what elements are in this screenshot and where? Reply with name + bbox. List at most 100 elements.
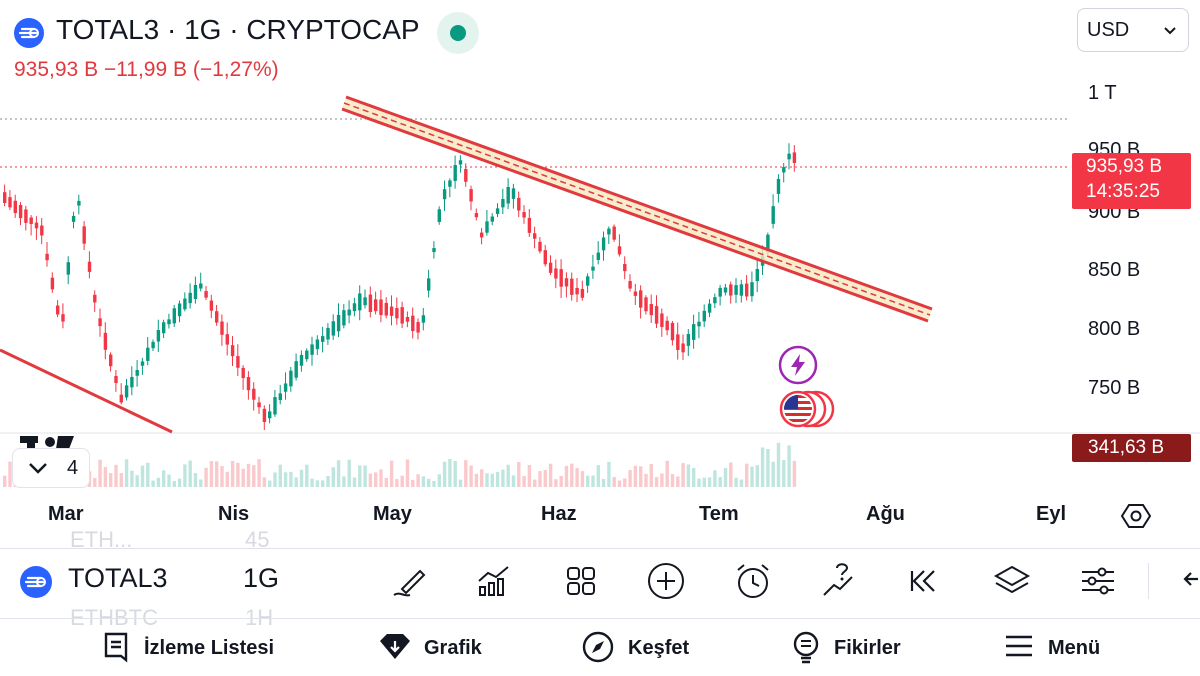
- candle-body: [342, 310, 346, 326]
- chart-area[interactable]: 4: [0, 0, 1200, 540]
- price-change-line: 935,93 B −11,99 B (−1,27%): [14, 58, 279, 81]
- layout-button[interactable]: [561, 561, 601, 601]
- candle-body: [379, 299, 383, 316]
- volume-bar: [591, 475, 595, 487]
- candle-body: [114, 375, 118, 383]
- price-chart[interactable]: [0, 0, 1200, 540]
- nav-item-watchlist[interactable]: İzleme Listesi: [102, 629, 282, 667]
- volume-bar: [575, 468, 579, 487]
- nav-item-explore[interactable]: Keşfet: [582, 629, 702, 667]
- volume-bar: [755, 465, 759, 487]
- alarm-clock-icon: [737, 564, 769, 598]
- chart-properties-button[interactable]: [1078, 561, 1118, 601]
- symbol-title[interactable]: TOTAL3 · 1G · CRYPTOCAP: [56, 14, 420, 45]
- volume-bar: [517, 461, 521, 487]
- object-tree-button[interactable]: [992, 561, 1032, 601]
- candle-body: [538, 241, 542, 252]
- volume-bar: [723, 468, 728, 487]
- candle-body: [135, 369, 139, 376]
- indicators-button[interactable]: [474, 561, 514, 601]
- candle-body: [119, 394, 123, 403]
- volume-bar: [596, 465, 600, 487]
- volume-bar: [352, 477, 357, 487]
- toolbar-scroll-button[interactable]: [1180, 565, 1200, 598]
- time-axis-label: Eyl: [1036, 503, 1067, 525]
- us-economic-event-badge[interactable]: [778, 389, 836, 434]
- market-status-indicator[interactable]: [437, 12, 479, 54]
- candle-body: [649, 304, 653, 316]
- candle-body: [225, 334, 229, 345]
- volume-bar: [538, 471, 542, 487]
- volume-bar: [559, 475, 563, 487]
- candle-body: [575, 287, 579, 295]
- candle-body: [411, 315, 415, 332]
- indicator-collapse-button[interactable]: 4: [12, 448, 90, 488]
- candle-body: [654, 306, 659, 324]
- volume-bar: [607, 461, 611, 487]
- candle-body: [554, 268, 558, 279]
- candle-body: [87, 261, 92, 272]
- rewind-icon: [910, 570, 935, 592]
- draw-tool-button[interactable]: [390, 561, 430, 601]
- candle-body: [543, 250, 547, 265]
- volume-bar: [760, 447, 765, 487]
- candle-body: [633, 291, 638, 296]
- last-price-value: 935,93 B: [1086, 156, 1163, 177]
- volume-bar: [124, 459, 129, 487]
- what-if-button[interactable]: [820, 561, 860, 601]
- candle-body: [257, 402, 261, 408]
- candle-body: [639, 290, 643, 308]
- candle-body: [511, 188, 516, 199]
- nav-item-menu[interactable]: Menü: [1004, 629, 1114, 667]
- volume-bar: [511, 475, 516, 487]
- candle-body: [405, 316, 410, 322]
- candle-body: [167, 319, 171, 325]
- candle-body: [776, 178, 781, 194]
- candle-body: [130, 376, 134, 388]
- volume-bar: [140, 465, 145, 487]
- interval-button[interactable]: 1G: [243, 563, 280, 593]
- alert-button[interactable]: [733, 561, 773, 601]
- candle-body: [591, 266, 595, 271]
- replay-button[interactable]: [905, 561, 945, 601]
- candle-body: [612, 226, 616, 240]
- volume-bar: [294, 477, 298, 487]
- candle-body: [739, 284, 744, 296]
- time-axis-label: Tem: [699, 503, 739, 525]
- volume-bar: [665, 460, 669, 487]
- symbol-button[interactable]: TOTAL3: [68, 563, 168, 593]
- candle-body: [71, 215, 76, 222]
- candle-body: [485, 221, 489, 233]
- candle-body: [77, 200, 81, 206]
- volume-bar: [543, 470, 547, 487]
- ghost-watchlist-symbol: ETHBTC: [70, 605, 158, 630]
- candle-body: [681, 343, 685, 353]
- drawing-toolbar: ETH... 45 ETHBTC 1H TOTAL3 1G: [0, 527, 1200, 630]
- ghost-watchlist-interval: 1H: [245, 605, 274, 630]
- volume-bar: [252, 465, 256, 487]
- candle-body: [363, 297, 367, 306]
- volume-bar: [713, 470, 717, 487]
- volume-bar: [570, 463, 574, 487]
- trendline-upper: [345, 95, 933, 311]
- volume-bar: [236, 462, 240, 487]
- lightning-event-badge[interactable]: [778, 345, 818, 390]
- candle-body: [50, 277, 55, 290]
- candle-body: [82, 226, 86, 244]
- volume-bar: [766, 448, 770, 487]
- bar-countdown: 14:35:25: [1086, 181, 1160, 202]
- nav-item-ideas[interactable]: Fikirler: [790, 629, 910, 667]
- add-button[interactable]: [646, 561, 686, 601]
- volume-bar: [480, 469, 484, 487]
- volume-bar: [220, 466, 224, 487]
- nav-item-chart[interactable]: Grafik: [378, 629, 488, 667]
- volume-bar: [490, 473, 494, 487]
- bottom-navigation: İzleme Listesi Grafik Keşfet Fikirler Me…: [0, 618, 1200, 676]
- volume-bar: [315, 480, 320, 487]
- volume-bar: [321, 480, 325, 487]
- volume-bar: [421, 476, 426, 487]
- chart-settings-button[interactable]: [1120, 500, 1152, 537]
- currency-select[interactable]: USD: [1077, 8, 1189, 52]
- volume-bar: [289, 471, 293, 487]
- volume-bar: [649, 464, 653, 487]
